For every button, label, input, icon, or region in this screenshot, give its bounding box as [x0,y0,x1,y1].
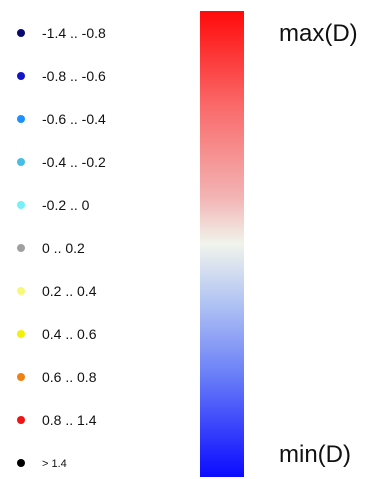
legend-item-label: 0.6 .. 0.8 [42,369,97,385]
legend-item-label: > 1.4 [42,458,67,470]
dot-marker-icon [17,416,25,424]
dot-marker-icon [17,158,25,166]
legend-item-label: -0.6 .. -0.4 [42,111,106,127]
dot-marker-icon [17,373,25,381]
legend-item: 0.4 .. 0.6 [0,325,180,345]
legend-item: 0.6 .. 0.8 [0,368,180,388]
legend-item-label: -0.4 .. -0.2 [42,154,106,170]
dot-marker-icon [17,115,25,123]
legend-item-label: -0.2 .. 0 [42,197,90,213]
legend-item-label: -1.4 .. -0.8 [42,25,106,41]
legend-item: 0.2 .. 0.4 [0,282,180,302]
legend-item: -0.8 .. -0.6 [0,67,180,87]
colorbar-min-label: min(D) [279,441,351,468]
dot-marker-icon [17,459,25,467]
dot-marker-icon [17,244,25,252]
legend-item: -0.2 .. 0 [0,196,180,216]
colorbar-max-label: max(D) [279,20,358,47]
legend-item: > 1.4 [0,454,180,474]
legend-item-label: -0.8 .. -0.6 [42,68,106,84]
legend-item: -0.6 .. -0.4 [0,110,180,130]
legend-item: -0.4 .. -0.2 [0,153,180,173]
dot-marker-icon [17,330,25,338]
color-scale-bar [200,11,244,477]
dot-marker-icon [17,287,25,295]
dot-marker-icon [17,29,25,37]
legend-item: 0 .. 0.2 [0,239,180,259]
legend-item-label: 0.4 .. 0.6 [42,326,97,342]
legend-item: -1.4 .. -0.8 [0,24,180,44]
legend-item-label: 0 .. 0.2 [42,240,85,256]
dot-marker-icon [17,72,25,80]
legend-item: 0.8 .. 1.4 [0,411,180,431]
legend-item-label: 0.2 .. 0.4 [42,283,97,299]
legend: -1.4 .. -0.8 -0.8 .. -0.6 -0.6 .. -0.4 -… [0,0,180,479]
legend-item-label: 0.8 .. 1.4 [42,412,97,428]
dot-marker-icon [17,201,25,209]
